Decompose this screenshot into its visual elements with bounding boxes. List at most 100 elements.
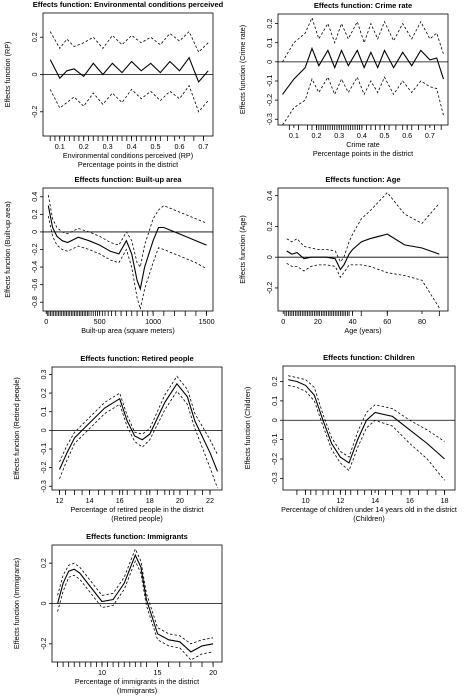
x-tick-label: 0.3 — [334, 131, 344, 140]
y-tick-label: 0.2 — [270, 377, 279, 387]
x-tick-label: 20 — [176, 496, 184, 505]
lower-band-line — [59, 390, 218, 489]
chart-panel-7: Effects function: Immigrants 10 15 20 -0.2 0 0… — [12, 532, 223, 695]
y-tick-label: -0.3 — [39, 480, 48, 492]
x-tick-label: 15 — [154, 668, 162, 677]
chart-title: Effects function: Crime rate — [314, 1, 412, 10]
x-tick-label: 0 — [281, 317, 285, 326]
plot-frame — [282, 365, 456, 491]
lower-band-line — [282, 76, 444, 126]
x-tick-label: 18 — [441, 496, 449, 505]
x-tick-label: 12 — [56, 496, 64, 505]
y-tick-label: -0.6 — [30, 278, 39, 290]
chart-title: Effects function: Children — [323, 353, 415, 362]
x-axis-sublabel: (Retired people) — [111, 514, 163, 523]
y-axis-label: Effects function (Built-up area) — [3, 201, 12, 298]
x-axis-label: Percentage of retired people in the dist… — [70, 505, 203, 514]
x-axis-sublabel: Percentage points in the district — [313, 149, 413, 158]
chart-panel-4: Effects function: Age 0 20 40 60 80 -0.2 0 0.2 0.… — [238, 175, 449, 335]
y-tick-label: 0.1 — [265, 38, 274, 48]
y-axis-label: Effects function (RP) — [3, 42, 12, 108]
y-tick-label: -0.2 — [30, 106, 39, 118]
x-axis-label: Crime rate — [346, 140, 380, 149]
upper-band-line — [49, 30, 209, 53]
y-tick-label: -0.2 — [39, 461, 48, 473]
lower-band-line — [286, 262, 440, 309]
chart-title: Effects function: Immigrants — [86, 532, 188, 541]
chart-title: Effects function: Retired people — [80, 354, 193, 363]
estimate-line — [288, 379, 445, 464]
x-axis-sublabel: (Immigrants) — [117, 686, 157, 695]
plot-frame — [277, 187, 449, 312]
x-tick-label: 0.5 — [151, 142, 161, 151]
x-tick-label: 16 — [116, 496, 124, 505]
chart-panel-6: Effects function: Children 10 12 14 16 18 -0.3… — [243, 353, 457, 523]
chart-panel-2: Effects function: Crime rate 0.1 0.2 0.3 0.4… — [238, 1, 449, 158]
y-tick-label: 0.1 — [270, 396, 279, 406]
x-tick-label: 0.1 — [289, 131, 299, 140]
y-axis-label: Effects function (Immigrants) — [12, 558, 21, 649]
y-tick-label: 0 — [30, 230, 39, 234]
x-tick-label: 1500 — [199, 317, 215, 326]
x-tick-label: 16 — [406, 496, 414, 505]
x-tick-label: 12 — [336, 496, 344, 505]
chart-panel-3: Effects function: Built-up area 0 500 1000 1… — [3, 175, 215, 335]
plot-frame — [51, 366, 223, 491]
y-tick-label: 0.4 — [30, 192, 39, 202]
y-tick-label: 0.2 — [265, 221, 274, 231]
plot-frame — [277, 13, 449, 126]
x-axis-label: Percentage of immigrants in the district — [75, 677, 199, 686]
x-tick-label: 40 — [349, 317, 357, 326]
y-tick-label: 0 — [39, 428, 48, 432]
x-tick-label: 0 — [44, 317, 48, 326]
x-tick-label: 18 — [146, 496, 154, 505]
chart-title: Effects function: Built-up area — [74, 175, 182, 184]
x-tick-label: 14 — [86, 496, 94, 505]
x-tick-label: 0.3 — [103, 142, 113, 151]
y-axis-label: Effects function (Age) — [238, 215, 247, 284]
y-tick-label: -0.8 — [30, 296, 39, 308]
y-tick-label: -0.1 — [270, 433, 279, 445]
y-axis-label: Effects function (Children) — [243, 387, 252, 470]
lower-band-line — [47, 216, 207, 310]
y-tick-label: -0.3 — [265, 113, 274, 125]
y-tick-label: 0.2 — [265, 19, 274, 29]
x-tick-label: 14 — [371, 496, 379, 505]
estimate-line — [282, 46, 445, 95]
x-tick-label: 0.7 — [425, 131, 435, 140]
y-tick-label: 0.2 — [30, 32, 39, 42]
upper-band-line — [47, 194, 207, 269]
y-tick-label: 0.2 — [39, 558, 48, 568]
chart-panel-1: Effects function: Environmental conditio… — [3, 0, 224, 169]
x-axis-label: Built-up area (square meters) — [81, 326, 174, 335]
x-tick-label: 20 — [314, 317, 322, 326]
estimate-line — [47, 205, 207, 292]
y-tick-label: -0.2 — [265, 282, 274, 294]
y-axis-label: Effects function (Retired people) — [12, 377, 21, 480]
x-axis-sublabel: (Children) — [353, 514, 385, 523]
chart-title: Effects function: Environmental conditio… — [33, 0, 224, 9]
x-tick-label: 0.1 — [55, 142, 65, 151]
y-tick-label: 0 — [30, 73, 39, 77]
upper-band-line — [57, 547, 214, 645]
x-axis-label: Age (years) — [344, 326, 381, 335]
x-tick-label: 0.4 — [357, 131, 367, 140]
x-tick-label: 0.7 — [198, 142, 208, 151]
x-tick-label: 20 — [209, 668, 217, 677]
estimate-line — [286, 233, 440, 271]
y-tick-label: -0.2 — [30, 243, 39, 255]
y-tick-label: 0 — [270, 418, 279, 422]
estimate-line — [58, 382, 219, 472]
y-tick-label: 0 — [265, 60, 274, 64]
x-tick-label: 22 — [206, 496, 214, 505]
y-tick-label: -0.2 — [39, 638, 48, 650]
y-tick-label: 0.1 — [39, 407, 48, 417]
x-tick-label: 0.2 — [79, 142, 89, 151]
x-axis-sublabel: Percentage points in the district — [78, 160, 178, 169]
x-tick-label: 10 — [98, 668, 106, 677]
y-tick-label: -0.4 — [30, 261, 39, 273]
x-tick-label: 0.5 — [380, 131, 390, 140]
y-tick-label: -0.2 — [270, 453, 279, 465]
x-axis-label: Environmental conditions perceived (RP) — [63, 151, 193, 160]
